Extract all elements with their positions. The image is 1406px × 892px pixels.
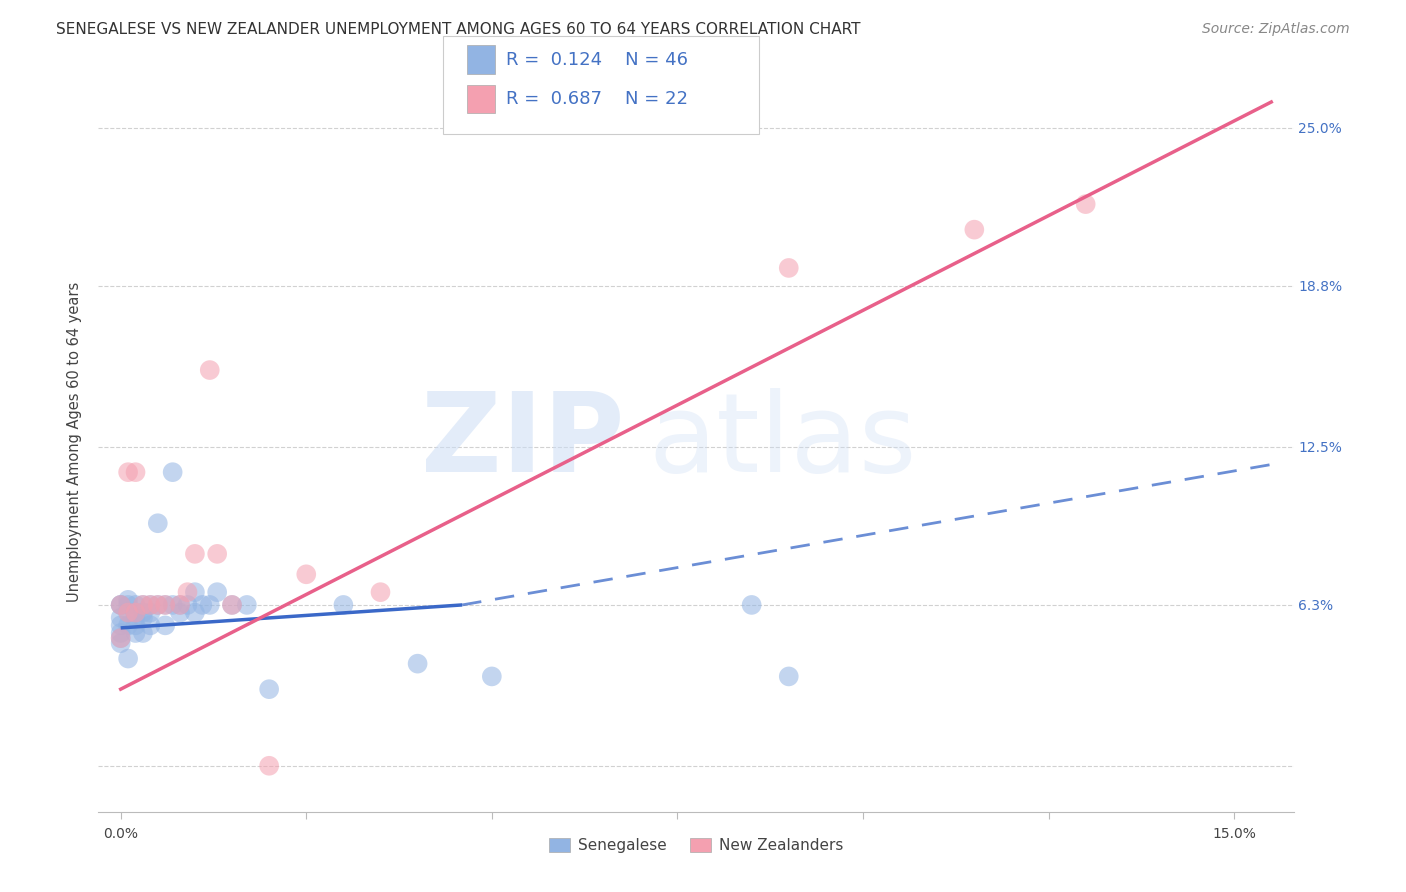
Point [176, 598, 198, 612]
Point [184, 606, 207, 620]
Point [117, 606, 139, 620]
Point [139, 598, 162, 612]
Point [117, 651, 139, 665]
Point [236, 598, 259, 612]
Point [155, 618, 177, 632]
Point [295, 567, 318, 582]
Point [110, 610, 132, 624]
Point [110, 598, 132, 612]
Point [124, 618, 146, 632]
Text: SENEGALESE VS NEW ZEALANDER UNEMPLOYMENT AMONG AGES 60 TO 64 YEARS CORRELATION C: SENEGALESE VS NEW ZEALANDER UNEMPLOYMENT… [56, 22, 860, 37]
Point [155, 598, 177, 612]
Point [191, 598, 214, 612]
Point [169, 598, 191, 612]
Point [124, 606, 146, 620]
Point [124, 626, 146, 640]
Point [370, 585, 392, 599]
Point [963, 222, 986, 236]
Point [176, 585, 198, 599]
Point [778, 260, 800, 275]
Point [221, 598, 243, 612]
Point [221, 598, 243, 612]
Point [406, 657, 429, 671]
Point [169, 598, 191, 612]
Text: Source: ZipAtlas.com: Source: ZipAtlas.com [1202, 22, 1350, 37]
Point [184, 585, 207, 599]
Point [1074, 197, 1097, 211]
Point [257, 758, 280, 772]
Point [198, 598, 221, 612]
Y-axis label: Unemployment Among Ages 60 to 64 years: Unemployment Among Ages 60 to 64 years [67, 281, 83, 602]
Point [146, 598, 169, 612]
Point [198, 363, 221, 377]
Point [117, 618, 139, 632]
Point [778, 669, 800, 683]
Point [132, 626, 155, 640]
Point [139, 618, 162, 632]
Point [110, 631, 132, 645]
Point [139, 606, 162, 620]
Legend: Senegalese, New Zealanders: Senegalese, New Zealanders [543, 832, 849, 860]
Point [169, 606, 191, 620]
Point [124, 598, 146, 612]
Point [110, 626, 132, 640]
Point [205, 547, 228, 561]
Point [117, 592, 139, 607]
Point [132, 598, 155, 612]
Point [162, 465, 184, 479]
Point [117, 598, 139, 612]
Point [184, 547, 207, 561]
Point [110, 636, 132, 650]
Point [205, 585, 228, 599]
Point [110, 618, 132, 632]
Point [257, 682, 280, 697]
Text: R =  0.124    N = 46: R = 0.124 N = 46 [506, 51, 688, 69]
Point [132, 598, 155, 612]
Point [155, 598, 177, 612]
Point [132, 610, 155, 624]
Point [124, 606, 146, 620]
Point [332, 598, 354, 612]
Point [139, 598, 162, 612]
Point [110, 598, 132, 612]
Point [110, 631, 132, 645]
Point [124, 465, 146, 479]
Point [132, 606, 155, 620]
Point [481, 669, 503, 683]
Point [110, 598, 132, 612]
Point [117, 465, 139, 479]
Point [162, 598, 184, 612]
Point [117, 606, 139, 620]
Point [124, 610, 146, 624]
Point [146, 516, 169, 531]
Text: atlas: atlas [648, 388, 917, 495]
Point [146, 598, 169, 612]
Text: ZIP: ZIP [420, 388, 624, 495]
Text: R =  0.687    N = 22: R = 0.687 N = 22 [506, 90, 688, 108]
Point [741, 598, 763, 612]
